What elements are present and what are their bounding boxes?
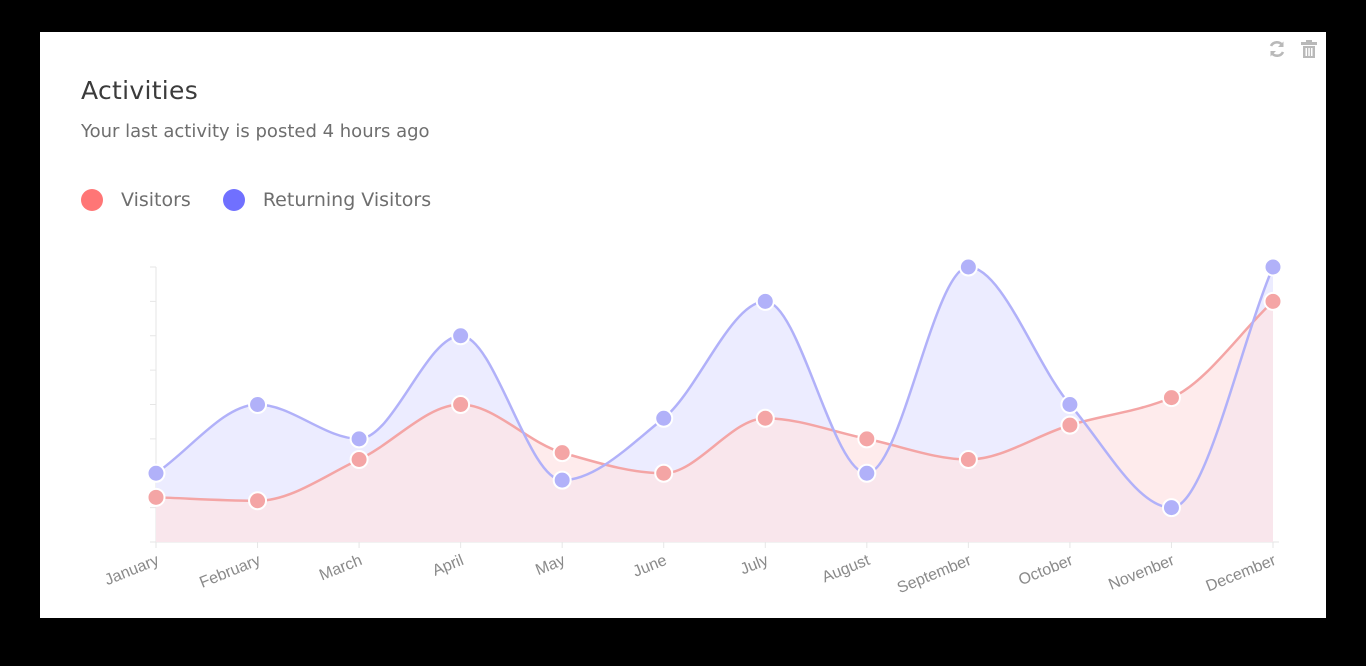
card-tools — [1266, 38, 1320, 60]
activities-card: Activities Your last activity is posted … — [40, 32, 1326, 618]
chart-legend: Visitors Returning Visitors — [81, 189, 463, 211]
point-returning-visitors — [248, 395, 268, 414]
x-tick-label: September — [895, 552, 975, 597]
x-tick-label: January — [102, 552, 161, 589]
x-axis-labels: January February March April May June July Augu… — [102, 552, 1279, 597]
x-tick-label: March — [317, 552, 365, 584]
x-tick-label: Novenber — [1106, 552, 1177, 594]
card-subtitle: Your last activity is posted 4 hours ago — [81, 121, 430, 142]
x-tick-label: April — [430, 552, 466, 580]
card-title: Activities — [81, 76, 199, 105]
legend-label-returning-visitors: Returning Visitors — [262, 189, 432, 211]
legend-label-visitors: Visitors — [121, 189, 191, 211]
point-visitors — [146, 487, 166, 507]
activities-chart: January February March April May June July Augu… — [102, 257, 1283, 597]
point-returning-visitors — [451, 326, 471, 346]
point-returning-visitors — [552, 470, 572, 490]
trash-icon[interactable] — [1298, 38, 1320, 60]
x-tick-label: May — [533, 552, 567, 579]
x-tick-label: July — [738, 552, 771, 578]
point-visitors — [552, 443, 572, 463]
point-visitors — [1263, 291, 1283, 311]
point-returning-visitors — [1161, 498, 1181, 518]
point-returning-visitors — [1060, 395, 1080, 414]
point-visitors — [248, 491, 268, 511]
point-visitors — [958, 450, 978, 469]
x-tick-label: October — [1016, 552, 1076, 589]
point-returning-visitors — [349, 429, 369, 449]
point-returning-visitors — [654, 408, 674, 428]
point-visitors — [349, 450, 369, 469]
point-visitors — [1060, 415, 1080, 435]
x-tick-label: December — [1204, 552, 1279, 596]
legend-item-visitors[interactable]: Visitors — [81, 189, 191, 211]
point-visitors — [755, 408, 775, 428]
point-returning-visitors — [755, 291, 775, 311]
point-visitors — [1161, 388, 1181, 408]
point-visitors — [654, 463, 674, 483]
point-returning-visitors — [1263, 257, 1283, 277]
legend-item-returning-visitors[interactable]: Returning Visitors — [222, 189, 432, 211]
x-tick-label: June — [631, 552, 670, 581]
legend-dot-visitors — [81, 189, 103, 211]
x-tick-label: August — [820, 552, 873, 587]
chart-points — [146, 257, 1283, 518]
area-visitors — [156, 301, 1273, 542]
chart-areas — [156, 267, 1273, 542]
refresh-icon[interactable] — [1266, 38, 1288, 60]
point-returning-visitors — [958, 257, 978, 277]
point-visitors — [451, 395, 471, 414]
point-visitors — [857, 429, 877, 449]
point-returning-visitors — [857, 463, 877, 483]
legend-dot-returning-visitors — [222, 189, 245, 211]
x-tick-label: February — [197, 552, 263, 592]
point-returning-visitors — [146, 463, 166, 483]
